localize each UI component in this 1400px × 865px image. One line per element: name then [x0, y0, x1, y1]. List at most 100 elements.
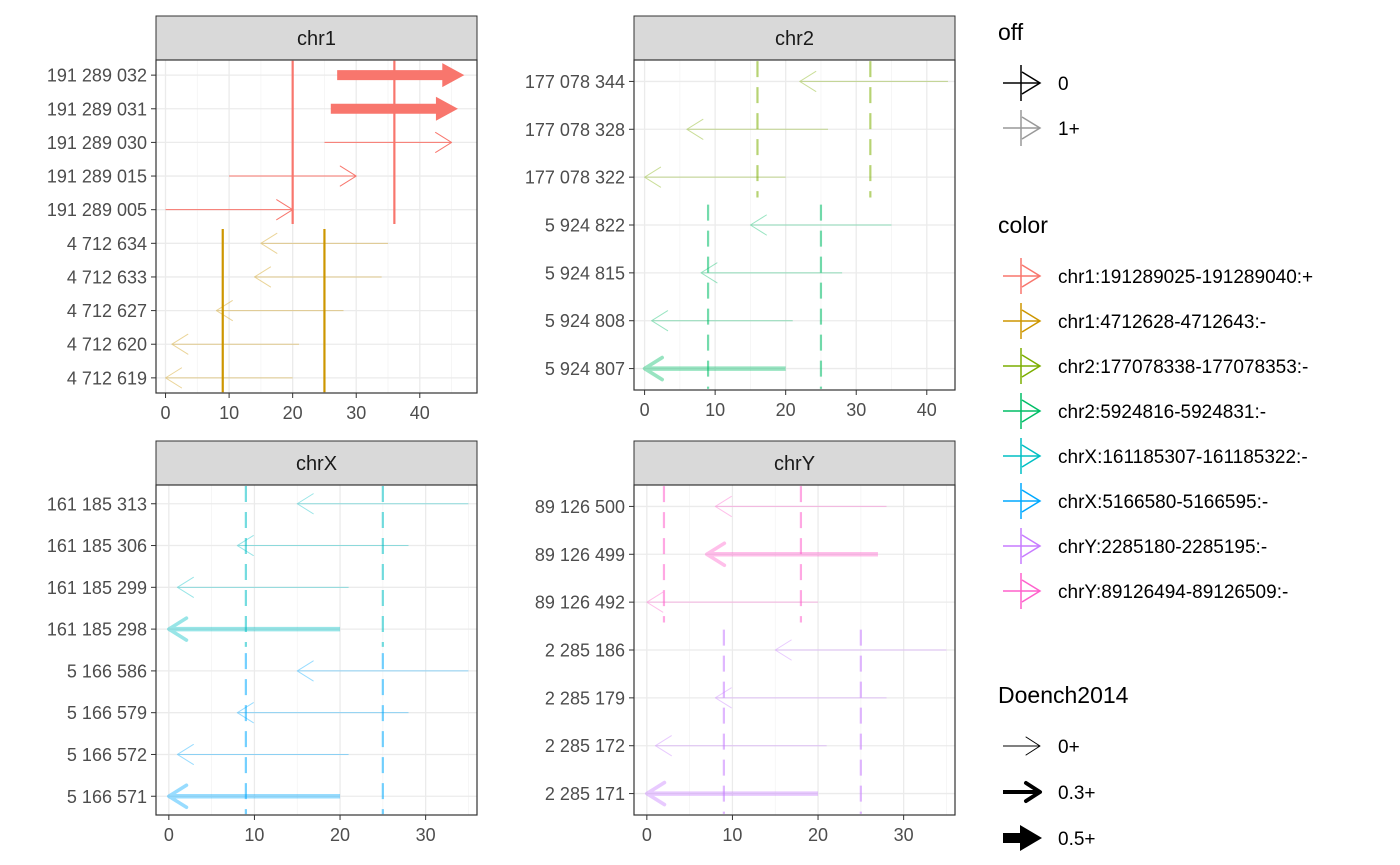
y-tick-label: 191 289 030 — [47, 133, 147, 153]
legend-label-color: chr1:191289025-191289040:+ — [1058, 267, 1313, 288]
arrow-head — [435, 131, 453, 153]
arrow-row-3 — [229, 165, 357, 187]
arrow-row-4 — [165, 199, 294, 221]
arrow-row-1 — [704, 541, 878, 568]
arrow-head — [260, 232, 278, 254]
arrow-row-1 — [236, 535, 409, 557]
legend-key-color — [1003, 438, 1042, 474]
legend-key-off — [1003, 65, 1042, 101]
strip-chr1 — [155, 15, 478, 61]
arrow-row-8 — [171, 333, 300, 355]
arrow-row-6 — [645, 780, 819, 807]
legend-label-color: chr2:177078338-177078353:- — [1058, 357, 1308, 378]
legend-label-color: chr2:5924816-5924831:- — [1058, 402, 1266, 423]
y-tick-label: 177 078 328 — [525, 120, 625, 140]
y-tick-label: 4 712 620 — [67, 335, 147, 355]
legend-label-color: chrX:161185307-161185322:- — [1058, 447, 1308, 468]
arrow-head — [215, 300, 233, 322]
arrow-head — [646, 591, 664, 613]
y-tick-label: 89 126 492 — [535, 593, 625, 613]
arrow-head — [167, 616, 189, 642]
y-tick-label: 161 185 298 — [47, 620, 147, 640]
legend-label-color: chrY:89126494-89126509:- — [1058, 582, 1288, 603]
legend-title-doench2014: Doench2014 — [998, 682, 1129, 708]
x-tick-label: 0 — [161, 403, 171, 423]
panel-border — [155, 59, 478, 394]
arrow-head — [176, 576, 194, 598]
panel-chr1: chr1 191 289 032 191 289 031 191 289 030 191… — [47, 15, 478, 423]
arrow-head — [442, 63, 465, 88]
arrow-row-2 — [176, 576, 349, 598]
y-tick-label: 5 166 572 — [67, 745, 147, 765]
arrow-head — [167, 783, 189, 810]
y-tick-label: 177 078 344 — [525, 72, 625, 92]
arrow-head — [254, 266, 272, 288]
legend-key-off — [1003, 110, 1042, 146]
legend-label-color: chrY:2285180-2285195:- — [1058, 537, 1267, 558]
x-tick-label: 40 — [917, 400, 937, 420]
y-tick-label: 2 285 179 — [545, 688, 625, 708]
legend-key-color — [1003, 303, 1042, 339]
y-tick-label: 89 126 499 — [535, 545, 625, 565]
legend-off: off 0 1+ — [998, 19, 1080, 146]
x-tick-label: 0 — [640, 400, 650, 420]
legend-key-doench2014 — [1003, 781, 1042, 803]
legend-label-color: chr1:4712628-4712643:- — [1058, 312, 1266, 333]
legend-key-color — [1003, 483, 1042, 519]
legend-key-color — [1003, 393, 1042, 429]
x-tick-label: 20 — [283, 403, 303, 423]
y-tick-label: 5 166 571 — [67, 787, 147, 807]
arrow-row-5 — [654, 735, 827, 757]
y-tick-label: 191 289 015 — [47, 167, 147, 187]
arrow-row-5 — [651, 310, 793, 332]
x-tick-label: 10 — [722, 825, 742, 845]
y-tick-label: 5 924 822 — [545, 216, 625, 236]
strip-chrX — [155, 440, 478, 486]
arrow-row-0 — [799, 70, 948, 92]
arrow-head — [236, 535, 254, 557]
x-tick-label: 30 — [416, 825, 436, 845]
x-tick-label: 10 — [705, 400, 725, 420]
strip-chrY — [633, 440, 956, 486]
arrow-row-5 — [236, 702, 409, 724]
x-tick-label: 20 — [776, 400, 796, 420]
y-tick-label: 161 185 299 — [47, 578, 147, 598]
arrow-row-7 — [215, 300, 344, 322]
arrow-head — [296, 493, 314, 515]
legend-title-color: color — [998, 212, 1048, 238]
arrow-head — [276, 199, 294, 221]
panel-background — [156, 60, 477, 393]
arrow-row-6 — [176, 743, 349, 765]
arrow-row-9 — [165, 367, 293, 389]
arrow-head — [686, 118, 704, 140]
arrow-head — [654, 735, 672, 757]
panel-chr2: chr2 177 078 344 177 078 328 177 078 322 5 9… — [525, 15, 956, 420]
arrow-head — [176, 743, 194, 765]
y-tick-label: 5 924 815 — [545, 263, 625, 283]
y-tick-label: 161 185 313 — [47, 494, 147, 514]
y-tick-label: 4 712 627 — [67, 301, 147, 321]
legend-title-off: off — [998, 19, 1024, 45]
legend-label-off: 1+ — [1058, 119, 1080, 140]
arrow-row-6 — [642, 355, 786, 382]
arrow-row-0 — [337, 63, 465, 88]
arrow-row-3 — [167, 616, 341, 642]
x-tick-label: 20 — [808, 825, 828, 845]
arrow-head — [296, 660, 314, 682]
arrow-head — [165, 367, 183, 389]
y-tick-label: 2 285 186 — [545, 641, 625, 661]
arrow-head — [645, 780, 667, 807]
y-tick-label: 5 924 807 — [545, 359, 625, 379]
x-tick-label: 0 — [164, 825, 174, 845]
legend: off 0 1+ color chr1:191289025-191289040:+ chr… — [998, 19, 1313, 851]
arrow-row-2 — [324, 131, 453, 153]
panel-background — [156, 485, 477, 815]
arrow-head — [339, 165, 357, 187]
x-tick-label: 30 — [846, 400, 866, 420]
strip-label: chrX — [296, 453, 337, 475]
legend-label-doench2014: 0.5+ — [1058, 829, 1096, 850]
panel-chrY: chrY 89 126 500 89 126 499 89 126 492 2 285 … — [535, 440, 956, 845]
arrow-row-4 — [296, 660, 469, 682]
legend-key-color — [1003, 528, 1042, 564]
legend-label-off: 0 — [1058, 74, 1069, 95]
